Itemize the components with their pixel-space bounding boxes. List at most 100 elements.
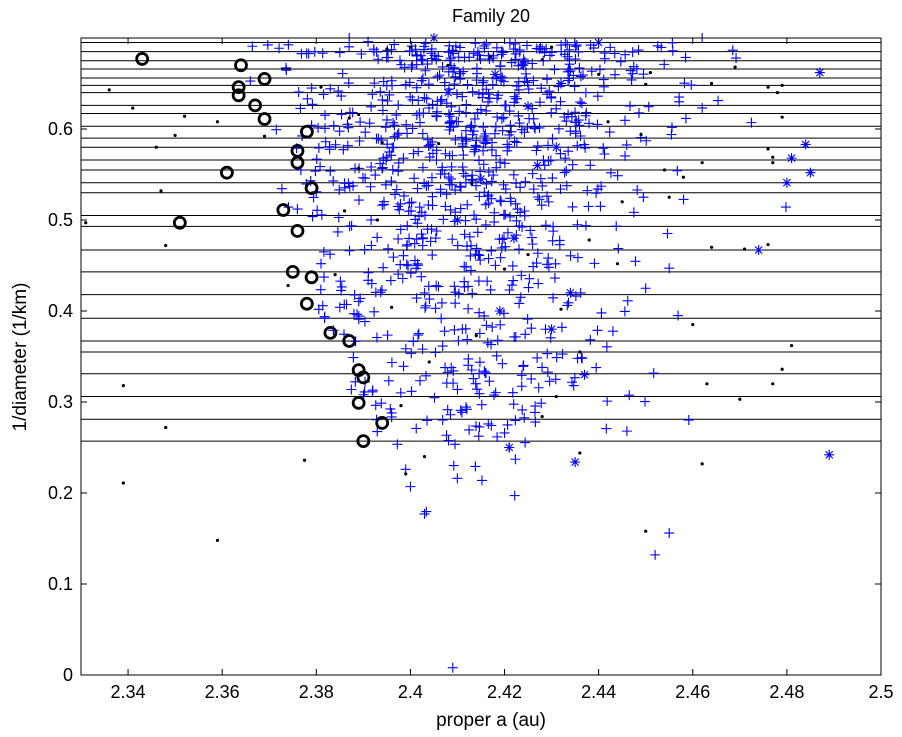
star-point [523,101,534,112]
plus-point [442,367,453,378]
plus-point [470,461,481,472]
plus-point [510,454,521,465]
plus-point [543,140,554,151]
plus-point [416,207,427,218]
plus-point [455,182,466,193]
x-tick-label: 2.46 [675,682,710,702]
plus-point [556,322,567,333]
plus-point [572,219,583,230]
plus-point [423,140,434,151]
plus-point [417,162,428,173]
plus-point [417,344,428,355]
plus-point [464,231,475,242]
star-point [570,457,581,468]
plus-point [605,42,616,53]
plus-point [394,204,405,215]
plus-point [419,508,430,519]
plus-point [420,65,431,76]
plus-point [472,227,483,238]
y-tick-label: 0.3 [48,392,73,412]
plus-point [416,75,427,86]
circle-point [135,52,150,66]
plus-point [366,162,377,172]
circle-point [356,434,371,449]
plus-point [313,304,324,315]
plus-point [419,178,430,189]
plus-point [602,396,613,407]
plus-point [384,89,395,100]
plus-point [516,370,527,381]
plus-point [543,253,554,264]
plus-point [520,437,531,448]
plus-point [404,233,415,244]
dot-point [215,538,220,542]
plus-point [318,89,329,100]
plus-point [247,41,258,52]
plus-point [432,71,443,82]
plus-point [347,180,358,191]
plus-point [448,48,459,59]
plus-point [544,376,555,387]
dot-point [766,147,770,151]
plus-point [527,58,538,69]
plus-point [450,41,461,52]
plus-point [530,123,541,134]
plus-point [575,97,586,108]
circle-point [304,181,319,196]
plus-point [490,260,501,271]
plus-point [667,45,678,56]
plus-point [514,244,525,255]
dot-point [399,404,403,408]
plus-point [404,77,415,88]
circle-point [276,203,291,217]
plus-point [604,127,615,138]
plus-point [499,100,510,111]
plus-point [530,417,541,428]
plus-point [478,145,489,156]
plus-point [509,136,520,147]
plus-point [475,104,486,115]
plus-point [481,178,492,189]
plus-point [353,314,364,325]
dot-point [347,116,351,120]
dot-point [488,54,493,58]
plus-point [446,173,457,184]
plus-point [400,343,411,354]
dot-point [107,88,111,92]
plus-point [473,155,484,166]
plus-point [433,281,444,292]
plus-point [585,40,596,51]
plus-point [569,81,580,92]
plus-point [489,128,500,139]
plus-point [522,314,533,325]
dot-point [662,168,667,172]
plus-point [457,324,468,335]
plus-point [572,140,583,151]
plus-point [679,78,690,89]
plus-point [403,260,414,271]
plus-point [553,123,564,134]
dot-point [121,384,125,388]
plus-point [498,179,509,190]
plus-point [479,187,490,198]
plus-point [478,122,489,133]
plus-point [421,506,432,517]
plus-point [333,86,344,97]
plus-point [496,196,507,207]
plus-point [280,62,291,73]
plus-point [526,232,537,243]
plus-point [492,335,503,346]
plus-point [400,79,411,90]
plus-point [502,419,513,430]
dot-point [319,85,323,89]
circle-point [299,296,314,311]
plus-point [389,131,400,142]
plus-point [446,161,457,172]
plus-point [405,91,416,102]
plus-point [417,73,428,84]
plus-point [680,52,691,63]
dot-point [404,472,408,476]
plus-point [510,38,521,49]
plus-point [474,388,485,399]
plus-point [727,45,738,56]
